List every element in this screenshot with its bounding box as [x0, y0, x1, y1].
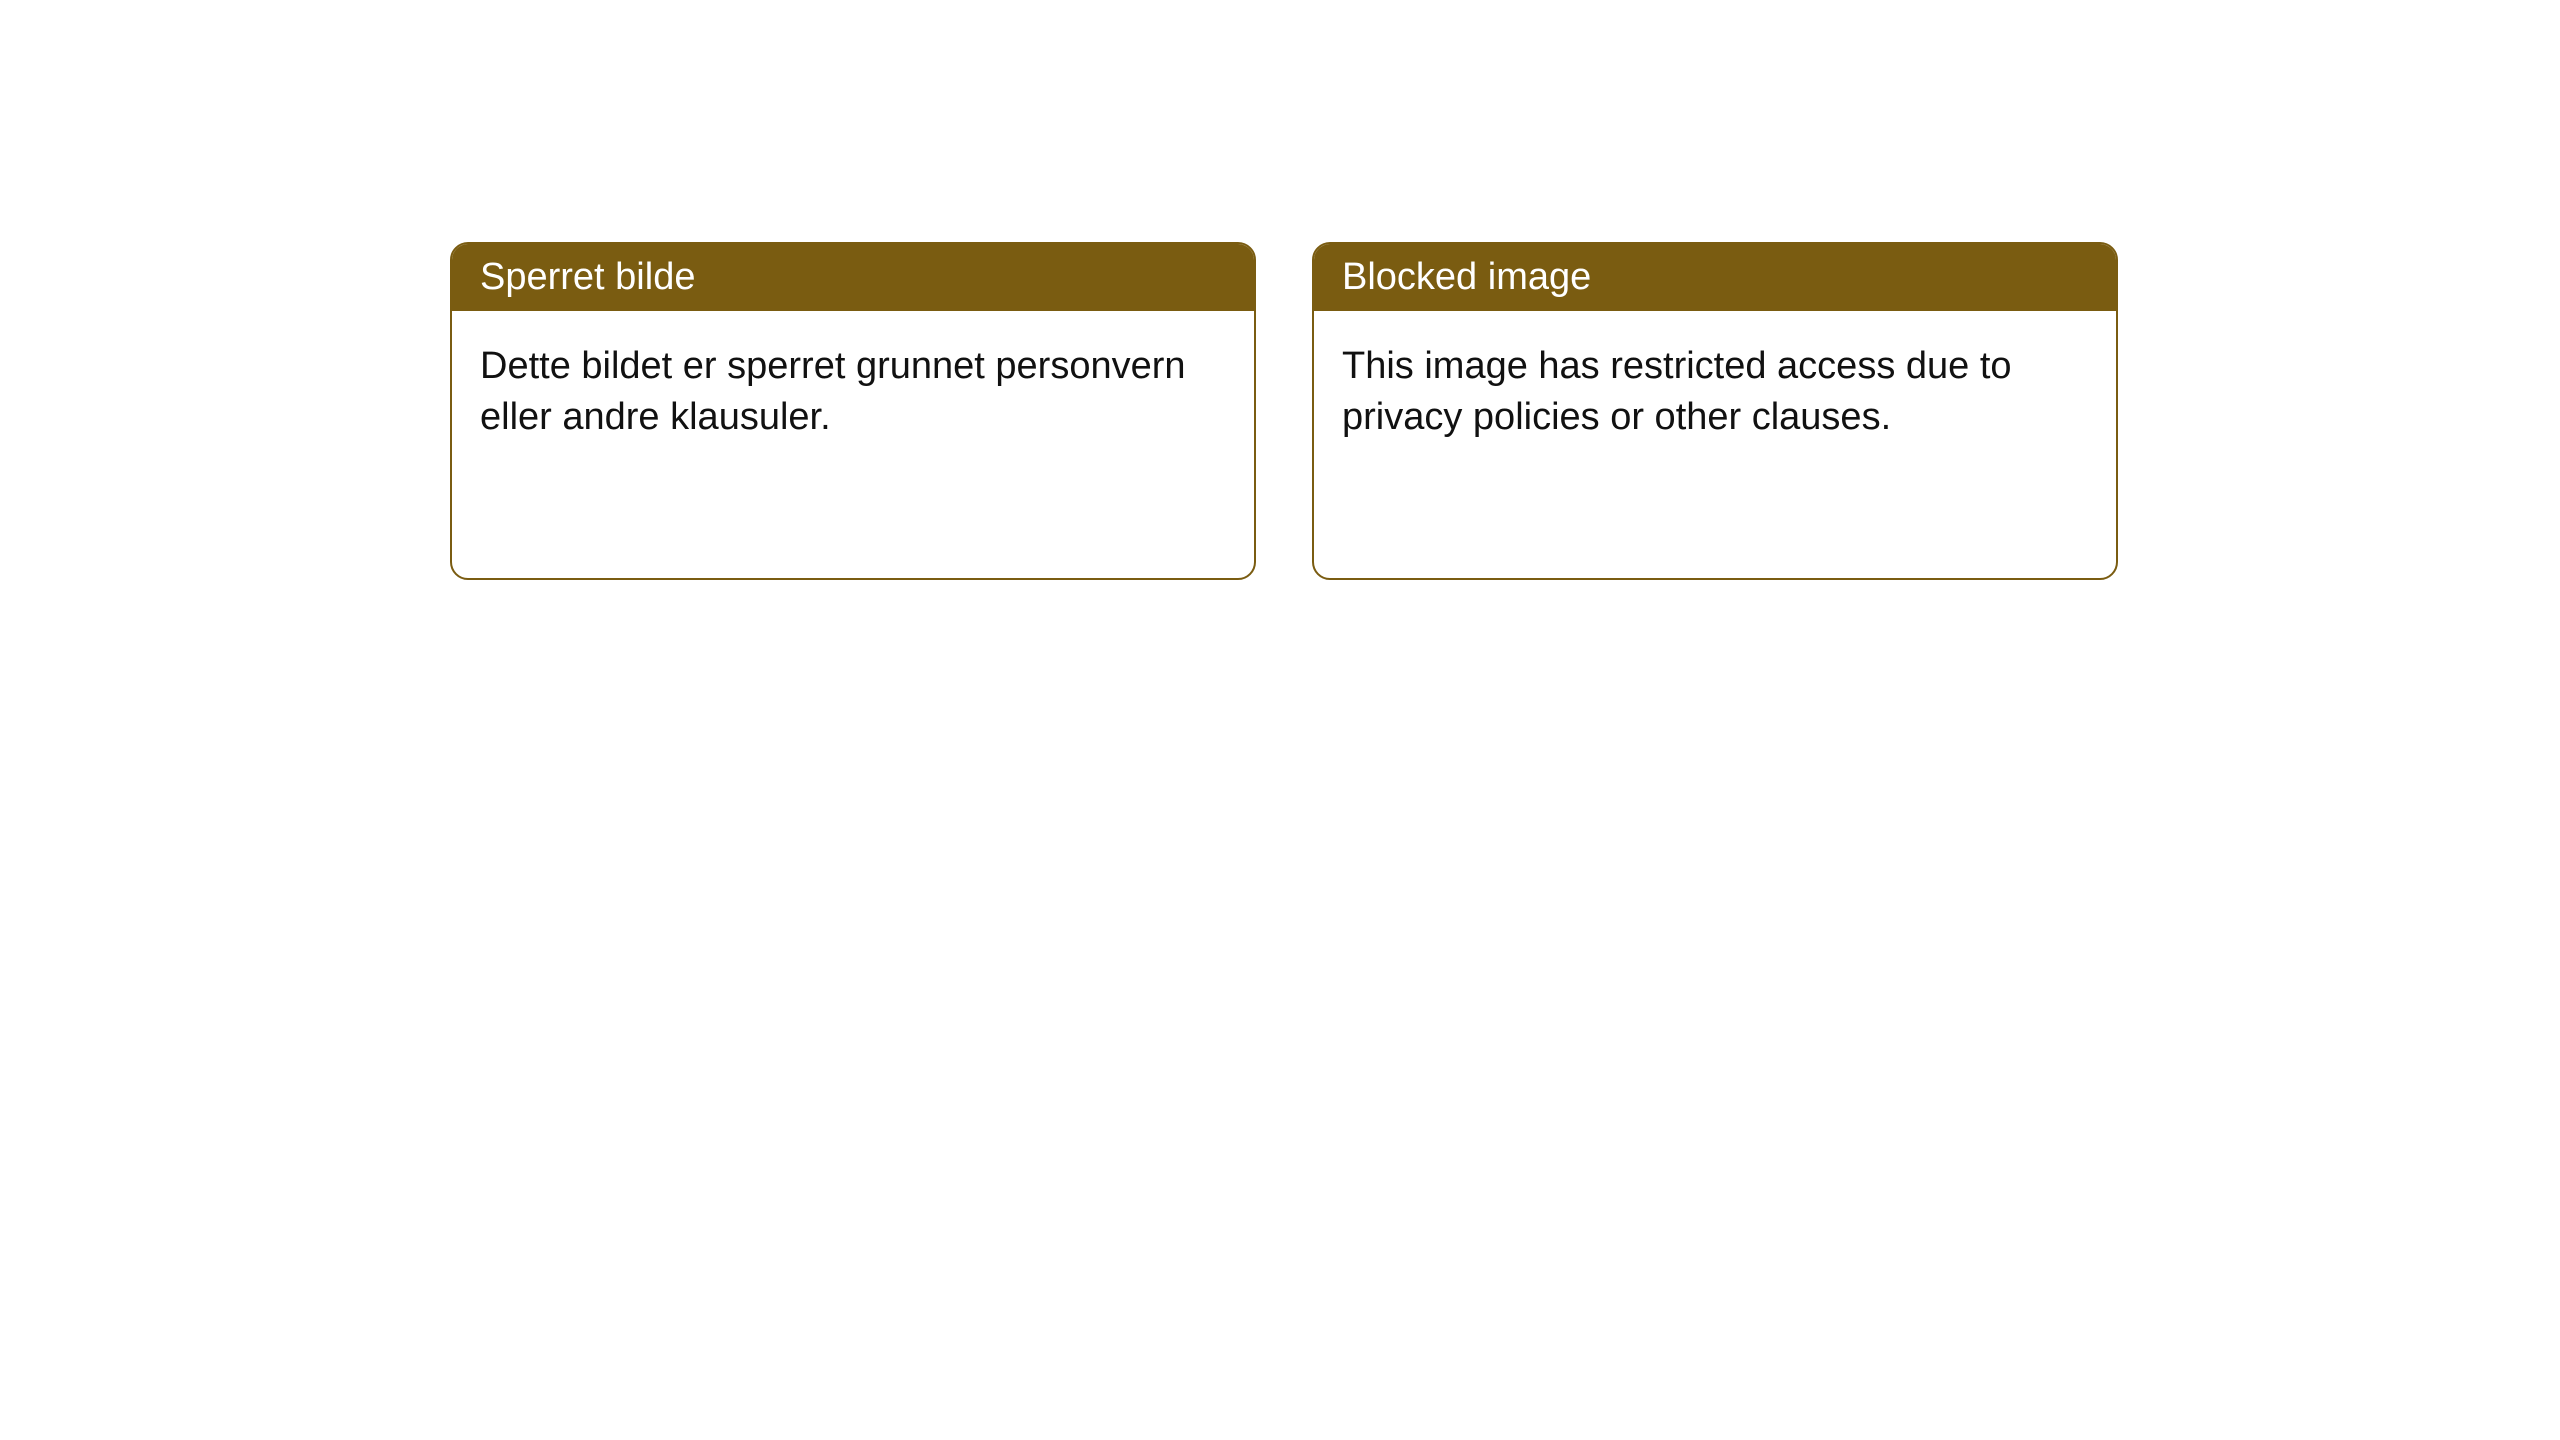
notice-box-english: Blocked image This image has restricted …	[1312, 242, 2118, 580]
notice-body-text: Dette bildet er sperret grunnet personve…	[480, 345, 1186, 438]
notice-body-text: This image has restricted access due to …	[1342, 345, 2012, 438]
notice-container: Sperret bilde Dette bildet er sperret gr…	[450, 242, 2118, 580]
notice-title: Blocked image	[1342, 256, 1591, 298]
notice-title: Sperret bilde	[480, 256, 695, 298]
notice-body: Dette bildet er sperret grunnet personve…	[452, 311, 1254, 474]
notice-box-norwegian: Sperret bilde Dette bildet er sperret gr…	[450, 242, 1256, 580]
notice-body: This image has restricted access due to …	[1314, 311, 2116, 474]
notice-header: Sperret bilde	[452, 244, 1254, 311]
notice-header: Blocked image	[1314, 244, 2116, 311]
